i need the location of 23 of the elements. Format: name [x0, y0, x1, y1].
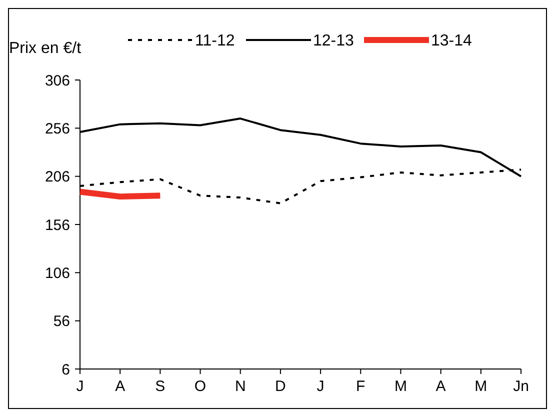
legend-label: 11-12: [195, 32, 235, 50]
y-tick-label: 6: [62, 361, 70, 378]
x-tick-label: O: [194, 378, 206, 395]
x-tick-label: Jn: [513, 378, 529, 395]
x-tick-label: M: [474, 378, 488, 395]
y-tick-label: 206: [44, 168, 70, 186]
x-tick-label: A: [115, 378, 126, 395]
x-tick-label: M: [394, 378, 407, 395]
y-tick-label: 256: [44, 120, 70, 138]
legend-label: 12-13: [313, 32, 354, 50]
x-tick-label: J: [316, 378, 324, 395]
x-tick-label: S: [155, 378, 166, 395]
y-axis-title: Prix en €/t: [9, 40, 82, 57]
x-tick-label: A: [436, 378, 446, 395]
legend-label: 13-14: [431, 32, 472, 50]
x-tick-label: J: [76, 378, 84, 395]
y-tick-label: 306: [44, 72, 70, 90]
x-tick-label: F: [356, 378, 366, 395]
y-tick-label: 56: [53, 313, 70, 330]
x-tick-label: N: [234, 378, 246, 395]
y-tick-label: 106: [44, 264, 70, 282]
y-tick-label: 156: [44, 216, 70, 234]
x-tick-label: D: [275, 378, 286, 395]
